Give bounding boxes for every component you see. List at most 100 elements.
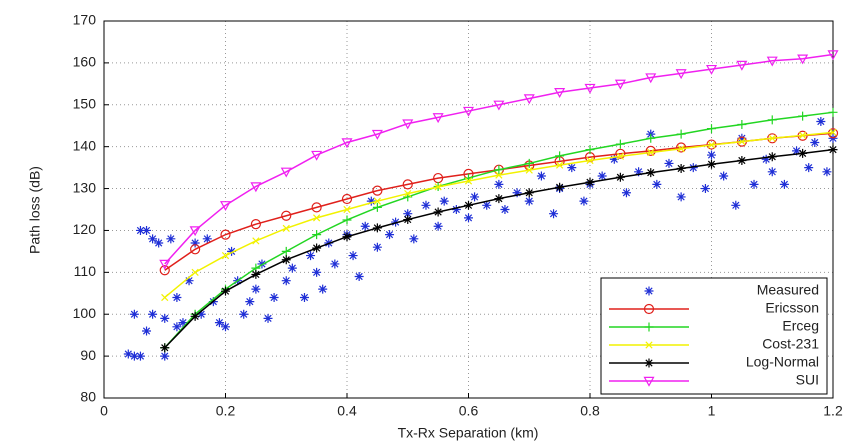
data-point xyxy=(404,189,412,198)
y-tick-label: 170 xyxy=(73,12,97,28)
data-point xyxy=(372,223,382,233)
data-point xyxy=(371,129,383,140)
legend-marker xyxy=(643,303,655,315)
data-point xyxy=(816,117,826,127)
data-point xyxy=(614,79,626,90)
data-point xyxy=(214,318,224,328)
data-point xyxy=(312,230,322,240)
data-point xyxy=(348,251,358,261)
data-point xyxy=(269,292,279,302)
data-point xyxy=(615,139,625,149)
data-point xyxy=(586,156,594,165)
data-point xyxy=(737,119,747,129)
data-point xyxy=(464,213,473,223)
data-point xyxy=(172,322,182,332)
data-point xyxy=(142,326,152,336)
legend-label: Log-Normal xyxy=(746,354,819,370)
data-point xyxy=(804,163,814,173)
data-point xyxy=(172,292,182,302)
data-point xyxy=(779,179,789,189)
data-point xyxy=(252,237,260,245)
data-point xyxy=(719,171,729,181)
data-point xyxy=(707,141,716,149)
data-point xyxy=(554,88,566,98)
data-point xyxy=(652,179,662,189)
data-point xyxy=(645,145,656,156)
data-point xyxy=(135,351,145,361)
data-point xyxy=(306,251,316,261)
x-tick-label: 1.2 xyxy=(823,403,843,419)
data-point xyxy=(579,196,589,206)
legend-label: Cost-231 xyxy=(762,336,819,352)
data-point xyxy=(409,234,419,244)
data-point xyxy=(250,182,262,193)
data-point xyxy=(798,148,808,158)
data-point xyxy=(792,146,802,156)
data-point xyxy=(646,133,656,143)
data-point xyxy=(749,179,759,189)
y-tick-label: 100 xyxy=(73,305,97,321)
data-point xyxy=(281,210,292,221)
y-tick-label: 90 xyxy=(80,347,96,363)
data-point xyxy=(615,172,625,182)
data-point xyxy=(433,207,443,217)
data-point xyxy=(421,200,431,210)
data-point xyxy=(525,166,533,174)
legend-marker xyxy=(644,322,654,332)
y-tick-label: 80 xyxy=(80,389,96,405)
data-point xyxy=(160,343,170,353)
data-point xyxy=(403,215,413,225)
data-point xyxy=(609,154,619,164)
data-point xyxy=(616,152,624,160)
data-point xyxy=(160,351,170,361)
legend-marker xyxy=(644,358,654,368)
data-point xyxy=(493,100,505,111)
data-point xyxy=(280,167,292,178)
data-point xyxy=(799,131,807,139)
data-point xyxy=(494,194,504,204)
data-point xyxy=(281,246,291,256)
data-point xyxy=(567,163,577,173)
data-point xyxy=(822,167,832,177)
data-point xyxy=(797,54,809,65)
data-point xyxy=(433,221,443,231)
x-tick-label: 1 xyxy=(708,403,716,419)
data-point xyxy=(239,309,249,319)
data-point xyxy=(482,200,492,210)
data-point xyxy=(731,200,741,210)
data-point xyxy=(470,192,480,202)
data-point xyxy=(451,205,461,214)
data-point xyxy=(767,167,777,177)
data-point xyxy=(664,158,674,168)
legend-marker xyxy=(644,286,654,296)
data-point xyxy=(597,171,607,181)
data-point xyxy=(402,179,413,190)
y-tick-label: 120 xyxy=(73,221,97,237)
y-tick-label: 160 xyxy=(73,54,97,70)
y-tick-label: 110 xyxy=(74,263,97,279)
data-point xyxy=(287,263,297,273)
data-point xyxy=(707,159,716,169)
data-point xyxy=(700,184,710,194)
data-point xyxy=(495,171,503,179)
data-point xyxy=(341,193,353,205)
data-point xyxy=(524,158,534,168)
data-point xyxy=(190,244,201,255)
data-point xyxy=(524,196,534,206)
data-point xyxy=(148,234,158,244)
data-point xyxy=(464,200,473,210)
data-point xyxy=(148,309,158,319)
data-point xyxy=(196,309,206,319)
data-point xyxy=(184,276,194,286)
data-point xyxy=(190,311,200,321)
data-point xyxy=(621,188,631,198)
data-point xyxy=(343,205,351,214)
data-point xyxy=(829,128,837,137)
data-point xyxy=(549,209,559,219)
x-tick-label: 0 xyxy=(100,403,108,419)
data-point xyxy=(190,238,200,248)
data-point xyxy=(439,196,449,206)
data-point xyxy=(463,168,474,179)
data-point xyxy=(342,215,352,225)
